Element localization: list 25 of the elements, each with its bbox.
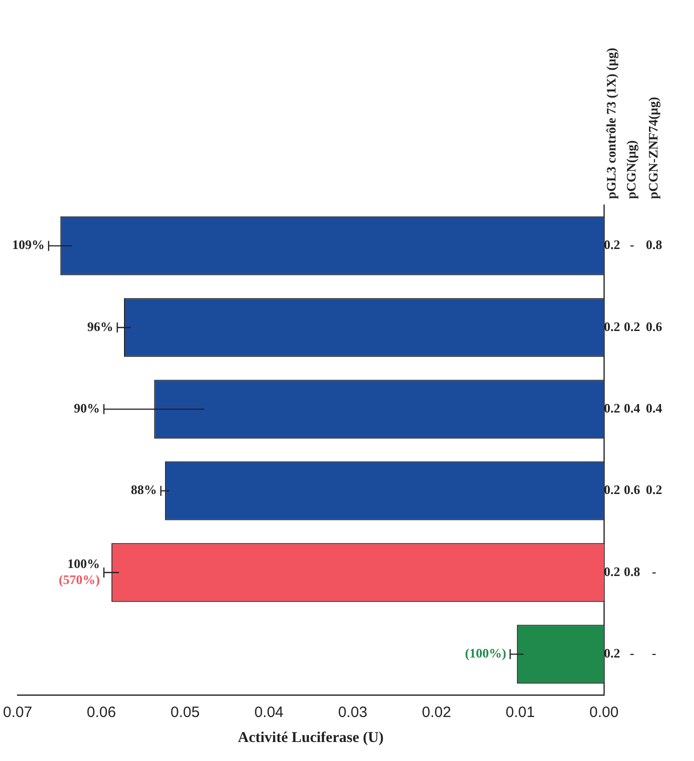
x-tick-label: 0.00 — [589, 704, 619, 722]
y-tick-label: 0.2 0.4 0.4 — [604, 400, 663, 416]
x-axis-title: Activité Luciferase (U) — [238, 730, 384, 746]
annotation: 109% — [12, 237, 45, 252]
text: pCGN-ZNF74(µg) — [645, 96, 660, 199]
x-tick-label: 0.07 — [2, 704, 32, 722]
annotation: 100% — [67, 556, 100, 571]
x-tick-label: 0.05 — [170, 704, 200, 722]
category-label: 0.2 - - — [604, 646, 656, 661]
y-tick-label: 0.2 0.6 0.2 — [604, 482, 662, 498]
annotation: 90% — [74, 400, 100, 416]
y-tick-label: 0.2 0.8 - — [604, 564, 656, 579]
x-tick-label: 0.01 — [506, 704, 535, 722]
y-tick-label: 0.2 0.2 0.6 — [604, 318, 663, 334]
x-tick-label: 0.06 — [86, 704, 116, 722]
y-tick-label: 0.2 - 0.8 — [604, 237, 663, 252]
x-tick-label: 0.02 — [422, 704, 452, 722]
annotation: 88% — [130, 482, 157, 498]
annotation: (100%) — [465, 646, 506, 661]
text: pCGN(µg) — [623, 140, 638, 199]
annotation: (570%) — [58, 572, 100, 587]
text: pGL3 contrôle 73 (1X) (µg) — [603, 48, 618, 199]
annotation: 96% — [87, 318, 114, 334]
x-tick-label: 0.03 — [338, 704, 368, 722]
x-tick-label: 0.04 — [254, 704, 284, 722]
